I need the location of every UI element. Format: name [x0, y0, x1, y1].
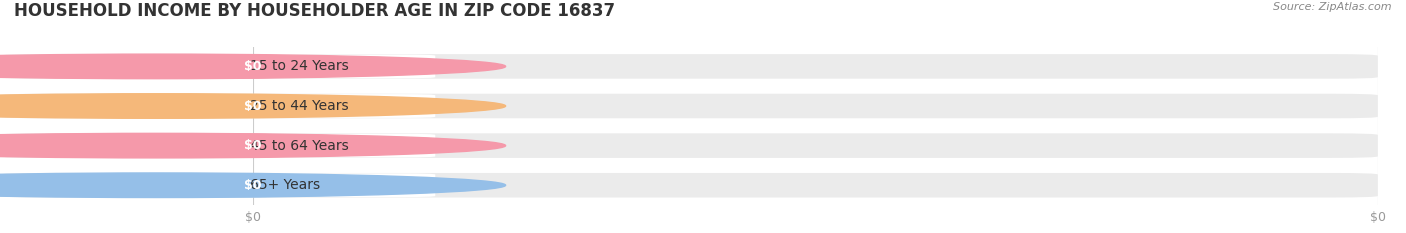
FancyBboxPatch shape: [245, 94, 436, 118]
Text: $0: $0: [245, 179, 262, 192]
FancyBboxPatch shape: [0, 94, 1378, 118]
Text: 45 to 64 Years: 45 to 64 Years: [250, 139, 349, 153]
FancyBboxPatch shape: [0, 54, 1378, 79]
FancyBboxPatch shape: [245, 55, 436, 78]
Text: $0: $0: [245, 139, 262, 152]
FancyBboxPatch shape: [222, 173, 284, 197]
Circle shape: [0, 94, 506, 118]
FancyBboxPatch shape: [245, 134, 436, 158]
FancyBboxPatch shape: [0, 133, 1378, 158]
Text: 25 to 44 Years: 25 to 44 Years: [250, 99, 349, 113]
Text: 15 to 24 Years: 15 to 24 Years: [250, 59, 349, 73]
Circle shape: [0, 173, 506, 198]
FancyBboxPatch shape: [222, 55, 284, 78]
FancyBboxPatch shape: [222, 94, 284, 118]
Text: $0: $0: [245, 60, 262, 73]
FancyBboxPatch shape: [0, 173, 1378, 198]
Text: HOUSEHOLD INCOME BY HOUSEHOLDER AGE IN ZIP CODE 16837: HOUSEHOLD INCOME BY HOUSEHOLDER AGE IN Z…: [14, 2, 616, 20]
Circle shape: [0, 54, 506, 79]
Text: Source: ZipAtlas.com: Source: ZipAtlas.com: [1274, 2, 1392, 12]
FancyBboxPatch shape: [245, 173, 436, 197]
Circle shape: [0, 133, 506, 158]
FancyBboxPatch shape: [222, 134, 284, 158]
Text: 65+ Years: 65+ Years: [250, 178, 319, 192]
Text: $0: $0: [245, 99, 262, 113]
